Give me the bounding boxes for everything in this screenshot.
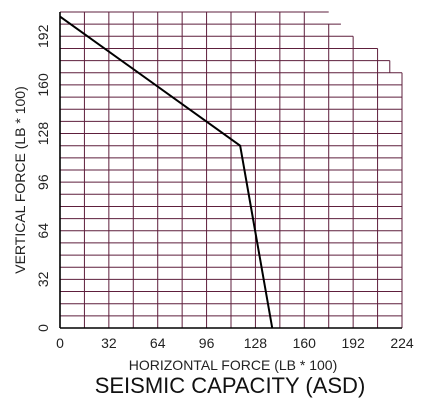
x-tick-label: 32 <box>101 335 117 351</box>
x-tick-label: 128 <box>244 335 268 351</box>
y-tick-label: 96 <box>35 174 51 190</box>
x-tick-label: 64 <box>150 335 166 351</box>
x-tick-label: 96 <box>199 335 215 351</box>
chart-title: SEISMIC CAPACITY (ASD) <box>95 373 366 398</box>
series-layer <box>59 15 274 329</box>
x-tick-label: 192 <box>341 335 365 351</box>
tick-label-layer: 0 32 64 96 128 160 192 224 0 32 64 96 128 160 192 <box>35 24 414 351</box>
grid-layer <box>59 11 403 329</box>
x-axis-label: HORIZONTAL FORCE (LB * 100) <box>129 357 337 373</box>
x-tick-label: 160 <box>293 335 317 351</box>
y-tick-label: 192 <box>35 24 51 48</box>
y-tick-label: 0 <box>35 324 51 332</box>
axis-layer <box>59 12 402 329</box>
y-tick-label: 160 <box>35 73 51 97</box>
x-tick-label: 0 <box>56 335 64 351</box>
x-tick-label: 224 <box>390 335 414 351</box>
y-tick-label: 128 <box>35 122 51 146</box>
y-axis-label: VERTICAL FORCE (LB * 100) <box>12 86 28 274</box>
y-tick-label: 64 <box>35 223 51 239</box>
y-tick-label: 32 <box>35 271 51 287</box>
capacity-line <box>59 15 274 329</box>
